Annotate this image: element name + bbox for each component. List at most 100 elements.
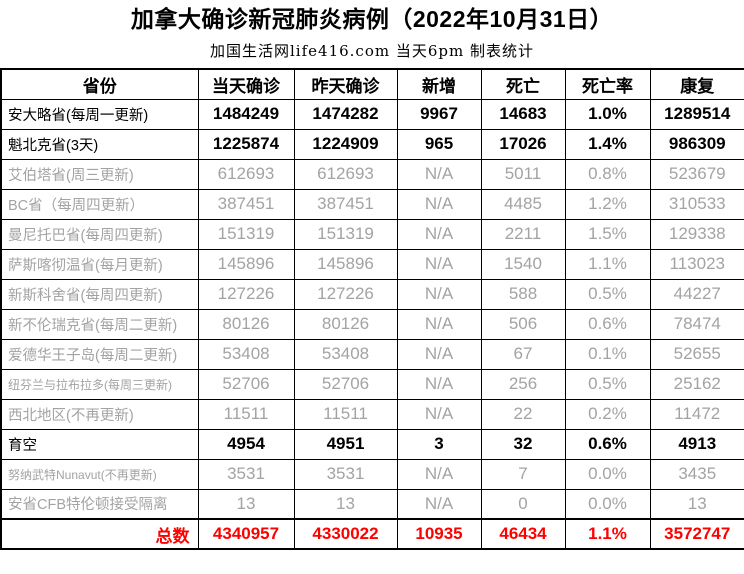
death-rate-cell: 1.4% [564,128,651,160]
today-confirmed-cell: 13 [197,488,295,520]
page-subtitle: 加国生活网life416.com 当天6pm 制表统计 [210,42,534,60]
today-confirmed-cell: 1225874 [197,128,295,160]
recovered-cell: 310533 [649,188,744,220]
province-cell: 努纳武特Nunavut(不再更新) [0,458,199,490]
deaths-cell: 7 [480,458,566,490]
province-cell: 安大略省(每周一更新) [0,98,199,130]
death-rate-cell: 0.5% [564,278,651,310]
yesterday-confirmed-cell: 1224909 [293,128,398,160]
recovered-cell: 78474 [649,308,744,340]
table-body: 安大略省(每周一更新) 1484249 1474282 9967 14683 1.0% 12… [0,98,744,520]
today-confirmed-cell: 151319 [197,218,295,250]
death-rate-cell: 0.5% [564,368,651,400]
deaths-cell: 1540 [480,248,566,280]
table-row: 魁北克省(3天) 1225874 1224909 965 17026 1.4% 986309 [0,128,744,160]
death-rate-cell: 0.2% [564,398,651,430]
death-rate-cell: 1.2% [564,188,651,220]
today-confirmed-cell: 53408 [197,338,295,370]
new-cases-cell: N/A [396,218,482,250]
page: 加拿大确诊新冠肺炎病例（2022年10月31日） 加国生活网life416.co… [0,5,744,574]
table-row: 安大略省(每周一更新) 1484249 1474282 9967 14683 1.0% 12… [0,98,744,130]
yesterday-confirmed-cell: 612693 [293,158,398,190]
yesterday-confirmed-cell: 1474282 [293,98,398,130]
recovered-cell: 4913 [649,428,744,460]
death-rate-cell: 0.0% [564,458,651,490]
table-row: 西北地区(不再更新) 11511 11511 N/A 22 0.2% 11472 [0,398,744,430]
yesterday-confirmed-cell: 151319 [293,218,398,250]
column-header-new-cases: 新增 [396,68,482,100]
province-cell: BC省（每周四更新） [0,188,199,220]
deaths-cell: 14683 [480,98,566,130]
deaths-cell: 4485 [480,188,566,220]
new-cases-cell: N/A [396,338,482,370]
totals-today-confirmed-cell: 4340957 [197,518,295,550]
new-cases-cell: 965 [396,128,482,160]
table-row: 曼尼托巴省(每周四更新) 151319 151319 N/A 2211 1.5% 12933… [0,218,744,250]
deaths-cell: 506 [480,308,566,340]
death-rate-cell: 0.0% [564,488,651,520]
page-title: 加拿大确诊新冠肺炎病例（2022年10月31日） [130,6,614,32]
recovered-cell: 52655 [649,338,744,370]
yesterday-confirmed-cell: 3531 [293,458,398,490]
today-confirmed-cell: 1484249 [197,98,295,130]
new-cases-cell: N/A [396,308,482,340]
death-rate-cell: 1.0% [564,98,651,130]
province-cell: 纽芬兰与拉布拉多(每周三更新) [0,368,199,400]
province-cell: 育空 [0,428,199,460]
recovered-cell: 1289514 [649,98,744,130]
recovered-cell: 44227 [649,278,744,310]
deaths-cell: 22 [480,398,566,430]
new-cases-cell: N/A [396,248,482,280]
totals-row: 总数 4340957 4330022 10935 46434 1.1% 3572… [0,518,744,550]
new-cases-cell: N/A [396,188,482,220]
totals-label: 总数 [0,518,199,550]
deaths-cell: 17026 [480,128,566,160]
totals-recovered-cell: 3572747 [649,518,744,550]
province-cell: 安省CFB特伦顿接受隔离 [0,488,199,520]
today-confirmed-cell: 11511 [197,398,295,430]
new-cases-cell: N/A [396,398,482,430]
table-row: 艾伯塔省(周三更新) 612693 612693 N/A 5011 0.8% 523679 [0,158,744,190]
totals-new-cases-cell: 10935 [396,518,482,550]
deaths-cell: 5011 [480,158,566,190]
new-cases-cell: N/A [396,368,482,400]
column-header-province: 省份 [0,68,199,100]
recovered-cell: 13 [649,488,744,520]
today-confirmed-cell: 3531 [197,458,295,490]
death-rate-cell: 0.6% [564,308,651,340]
today-confirmed-cell: 145896 [197,248,295,280]
death-rate-cell: 0.6% [564,428,651,460]
yesterday-confirmed-cell: 387451 [293,188,398,220]
province-cell: 艾伯塔省(周三更新) [0,158,199,190]
death-rate-cell: 0.8% [564,158,651,190]
recovered-cell: 3435 [649,458,744,490]
yesterday-confirmed-cell: 80126 [293,308,398,340]
deaths-cell: 0 [480,488,566,520]
recovered-cell: 986309 [649,128,744,160]
today-confirmed-cell: 127226 [197,278,295,310]
column-header-deaths: 死亡 [480,68,566,100]
recovered-cell: 25162 [649,368,744,400]
table-row: 努纳武特Nunavut(不再更新) 3531 3531 N/A 7 0.0% 3435 [0,458,744,490]
column-header-yesterday-confirmed: 昨天确诊 [293,68,398,100]
new-cases-cell: 9967 [396,98,482,130]
deaths-cell: 588 [480,278,566,310]
recovered-cell: 11472 [649,398,744,430]
covid-cases-table: 省份 当天确诊 昨天确诊 新增 死亡 死亡率 康复 安大略省(每周一更新) 1484249 14… [0,68,744,550]
column-header-death-rate: 死亡率 [564,68,651,100]
province-cell: 魁北克省(3天) [0,128,199,160]
death-rate-cell: 1.1% [564,248,651,280]
deaths-cell: 2211 [480,218,566,250]
table-row: 新斯科舍省(每周四更新) 127226 127226 N/A 588 0.5% 44227 [0,278,744,310]
totals-deaths-cell: 46434 [480,518,566,550]
deaths-cell: 256 [480,368,566,400]
table-row: 安省CFB特伦顿接受隔离 13 13 N/A 0 0.0% 13 [0,488,744,520]
totals-yesterday-confirmed-cell: 4330022 [293,518,398,550]
totals-death-rate-cell: 1.1% [564,518,651,550]
yesterday-confirmed-cell: 53408 [293,338,398,370]
today-confirmed-cell: 387451 [197,188,295,220]
death-rate-cell: 1.5% [564,218,651,250]
recovered-cell: 113023 [649,248,744,280]
yesterday-confirmed-cell: 52706 [293,368,398,400]
table-row: 萨斯喀彻温省(每月更新) 145896 145896 N/A 1540 1.1% 11302… [0,248,744,280]
